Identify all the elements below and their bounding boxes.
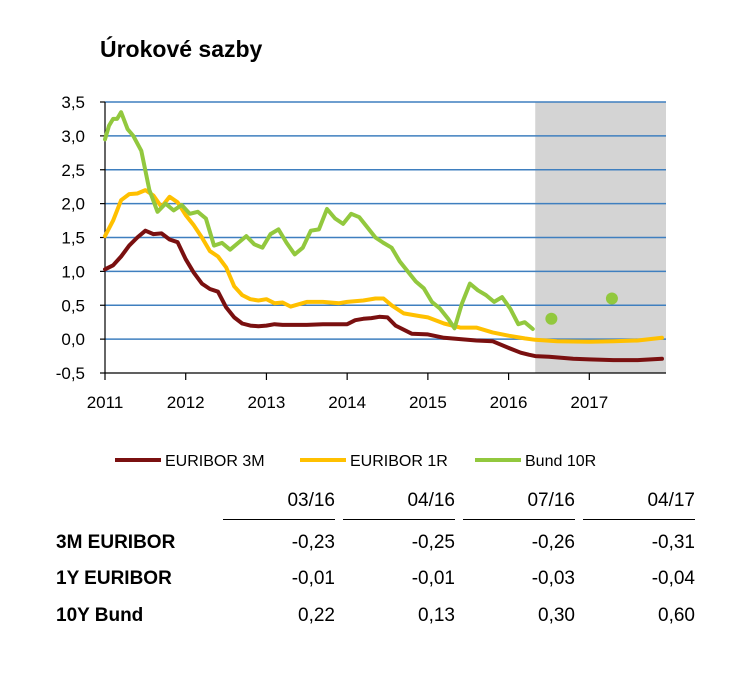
bund-forecast-point	[545, 312, 558, 325]
legend-label: Bund 10R	[525, 453, 596, 470]
bund-forecast-point	[605, 292, 618, 305]
series-line-euribor-1r	[103, 188, 664, 344]
x-tick-label: 2016	[490, 393, 528, 412]
series-lines	[103, 110, 664, 363]
y-tick-label: 0,5	[61, 296, 85, 315]
x-tick-label: 2011	[87, 393, 124, 412]
y-tick-labels: -0,5 0,0 0,5 1,0 1,5 2,0 2,5 3,0 3,5	[56, 93, 85, 383]
y-tick-label: 2,0	[61, 195, 85, 214]
x-tick-label: 2014	[328, 393, 366, 412]
legend-label: EURIBOR 3M	[165, 453, 265, 470]
x-tick-label: 2017	[570, 393, 608, 412]
y-tick-label: 3,5	[61, 93, 85, 112]
legend: EURIBOR 3M EURIBOR 1R Bund 10R	[115, 453, 596, 470]
y-tick-label: 3,0	[61, 127, 85, 146]
chart-title: Úrokové sazby	[100, 36, 263, 62]
y-tick-label: 1,5	[61, 229, 85, 248]
y-tick-label: -0,5	[56, 364, 85, 383]
x-tick-label: 2012	[167, 393, 205, 412]
x-tick-label: 2013	[248, 393, 286, 412]
y-tick-label: 1,0	[61, 262, 85, 281]
y-tick-label: 0,0	[61, 330, 85, 349]
x-tick-label: 2015	[409, 393, 447, 412]
legend-label: EURIBOR 1R	[350, 453, 448, 470]
series-line-euribor-3m	[103, 228, 664, 363]
gridlines	[105, 101, 666, 340]
series-line-bund-10r	[103, 110, 535, 331]
y-tick-label: 2,5	[61, 161, 85, 180]
x-tick-labels: 2011 2012 2013 2014 2015 2016 2017	[87, 393, 609, 412]
